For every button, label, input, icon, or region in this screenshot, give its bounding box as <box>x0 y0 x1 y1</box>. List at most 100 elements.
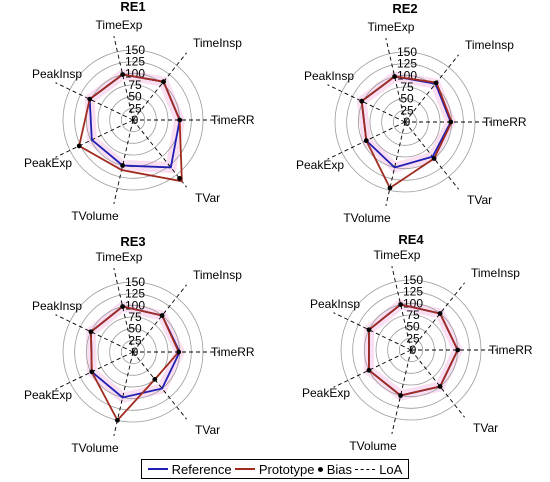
r-tick-label: 0 <box>410 343 417 357</box>
r-tick-label: 150 <box>125 275 145 289</box>
r-tick-label: 125 <box>125 287 145 301</box>
bias-dot <box>89 369 95 375</box>
legend-reference: Reference <box>147 461 232 477</box>
axis-label: TimeExp <box>96 250 143 264</box>
r-tick-label: 0 <box>132 113 139 127</box>
axis-label: TVolume <box>71 441 119 455</box>
bias-dot <box>398 393 404 398</box>
chart-title: RE2 <box>392 1 417 16</box>
loa-spoke <box>55 119 134 158</box>
prototype-line <box>368 303 459 397</box>
loa-spoke <box>404 121 459 190</box>
axis-label: PeakInsp <box>304 69 354 83</box>
axis-label: TimeExp <box>374 248 421 262</box>
bias-dot <box>363 138 369 144</box>
loa-spoke <box>333 349 412 388</box>
axis-label: PeakExp <box>296 158 344 172</box>
prototype-line-swatch <box>234 468 255 470</box>
axis-label: TimeInsp <box>193 268 242 282</box>
bias-dot <box>398 302 404 307</box>
grid-circle <box>120 107 146 133</box>
loa-spoke <box>132 351 187 420</box>
legend-bias: Bias <box>317 462 352 477</box>
r-tick-label: 75 <box>400 80 414 94</box>
bias-dot <box>392 74 398 79</box>
loa-spoke <box>410 349 465 418</box>
axis-label: PeakInsp <box>310 297 360 311</box>
bias-dot <box>366 327 372 333</box>
legend-loa-label: LoA <box>379 461 403 477</box>
r-tick-label: 25 <box>406 331 420 345</box>
loa-spoke <box>391 266 412 351</box>
reference-line-swatch <box>147 468 168 470</box>
bias-dot <box>120 163 126 168</box>
loa-spoke <box>113 268 134 353</box>
bias-dot <box>433 80 439 86</box>
axis-label: TimeExp <box>368 20 415 34</box>
grid-circle <box>398 337 424 363</box>
bias-dot <box>88 329 94 335</box>
radar-charts: 0255075100125150TimeRRTimeInspTimeExpPea… <box>24 0 533 455</box>
r-tick-label: 75 <box>128 78 142 92</box>
bias-dot <box>176 349 182 355</box>
loa-spoke <box>55 314 134 353</box>
bias-dot <box>437 384 443 389</box>
bias-dot-swatch <box>317 466 323 472</box>
bias-dot <box>159 313 165 318</box>
axis-label: TVar <box>473 421 498 435</box>
loa-band <box>84 69 186 174</box>
axis-label: TVar <box>195 191 220 205</box>
loa-spoke <box>55 351 134 390</box>
bias-dot <box>448 119 454 125</box>
axis-label: PeakInsp <box>32 67 82 81</box>
axis-label: PeakExp <box>24 156 72 170</box>
r-tick-label: 25 <box>128 333 142 347</box>
chart-title: RE4 <box>398 232 424 247</box>
prototype-line <box>90 305 180 422</box>
bias-dot <box>120 304 126 309</box>
axis-label: PeakExp <box>24 388 72 402</box>
chart-title: RE1 <box>120 0 145 14</box>
r-tick-label: 75 <box>406 308 420 322</box>
loa-spoke <box>132 52 187 121</box>
legend-loa: LoA <box>355 462 402 477</box>
radar-re3: 0255075100125150TimeRRTimeInspTimeExpPea… <box>24 234 255 455</box>
loa-dash-swatch <box>355 468 376 470</box>
axis-label: TimeRR <box>483 115 527 129</box>
loa-spoke <box>132 284 187 353</box>
bias-dot <box>177 117 183 123</box>
loa-spoke <box>385 121 406 206</box>
radar-re1: 0255075100125150TimeRRTimeInspTimeExpPea… <box>24 0 255 223</box>
prototype-line <box>360 75 453 190</box>
axis-label: PeakInsp <box>32 299 82 313</box>
r-tick-label: 125 <box>403 285 423 299</box>
bias-dot <box>152 376 158 382</box>
radar-re4: 0255075100125150TimeRRTimeInspTimeExpPea… <box>302 232 533 453</box>
grid-circle <box>392 109 418 135</box>
r-tick-label: 150 <box>397 45 417 59</box>
loa-spoke <box>333 312 412 351</box>
axis-label: TVolume <box>343 211 391 225</box>
bias-dot <box>115 417 120 423</box>
r-tick-label: 75 <box>128 310 142 324</box>
r-tick-label: 0 <box>404 115 411 129</box>
bias-dot <box>437 311 443 316</box>
axis-label: TVolume <box>71 209 119 223</box>
r-tick-label: 25 <box>400 103 414 117</box>
bias-dot <box>455 347 461 353</box>
legend-prototype: Prototype <box>234 462 314 477</box>
bias-dot <box>431 156 437 161</box>
legend-reference-label: Reference <box>171 461 232 477</box>
loa-spoke <box>55 82 134 121</box>
radar-re2: 0255075100125150TimeRRTimeInspTimeExpPea… <box>296 1 527 225</box>
axis-label: TVolume <box>349 439 397 453</box>
axis-label: TimeExp <box>96 18 143 32</box>
r-tick-label: 50 <box>406 320 420 334</box>
bias-dot <box>177 175 182 181</box>
loa-spoke <box>132 119 187 188</box>
loa-spoke <box>113 36 134 121</box>
r-tick-label: 50 <box>128 322 142 336</box>
r-tick-label: 125 <box>125 55 145 69</box>
bias-dot <box>76 143 82 149</box>
axis-label: TimeRR <box>211 113 255 127</box>
